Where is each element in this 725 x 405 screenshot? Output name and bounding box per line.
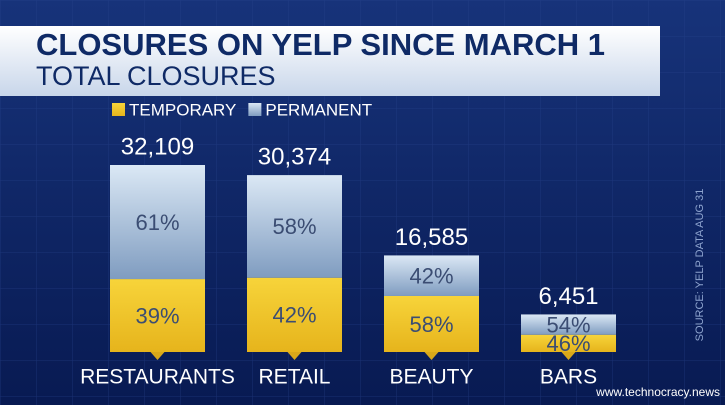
segment-label: 58% [409, 312, 453, 337]
segment-label: 54% [546, 312, 590, 337]
header-band [0, 26, 660, 96]
x-tick-label: RETAIL [259, 366, 331, 389]
bar-segment [247, 175, 342, 278]
legend-label: TEMPORARY [129, 100, 236, 119]
chart-subtitle: TOTAL CLOSURES [36, 61, 276, 91]
segment-label: 42% [272, 303, 316, 328]
bar-segment [110, 279, 205, 352]
source-note: SOURCE: YELP DATA AUG 31 [694, 189, 706, 342]
bar-segment [521, 314, 616, 335]
bar-pointer [561, 352, 576, 360]
bar-segment [384, 255, 479, 296]
legend-label: PERMANENT [265, 100, 372, 119]
chart-title: CLOSURES ON YELP SINCE MARCH 1 [36, 27, 605, 62]
x-tick-label: RESTAURANTS [80, 366, 235, 389]
bar-segment [247, 277, 342, 352]
bar-segment [384, 295, 479, 352]
bar-pointer [287, 352, 302, 360]
bar-pointer [150, 352, 165, 360]
segment-label: 61% [135, 210, 179, 235]
segment-label: 58% [272, 214, 316, 239]
total-label: 6,451 [538, 283, 598, 310]
bar-segment [110, 165, 205, 280]
total-label: 16,585 [395, 224, 468, 251]
total-label: 32,109 [121, 133, 194, 160]
bar-pointer [424, 352, 439, 360]
bar-segment [521, 334, 616, 352]
x-tick-label: BARS [540, 366, 597, 389]
segment-label: 39% [135, 303, 179, 328]
legend-swatch [112, 103, 125, 116]
total-label: 30,374 [258, 143, 331, 170]
watermark: www.technocracy.news [595, 385, 720, 399]
x-tick-label: BEAUTY [389, 366, 473, 389]
legend-swatch [248, 103, 262, 116]
segment-label: 42% [409, 264, 453, 289]
